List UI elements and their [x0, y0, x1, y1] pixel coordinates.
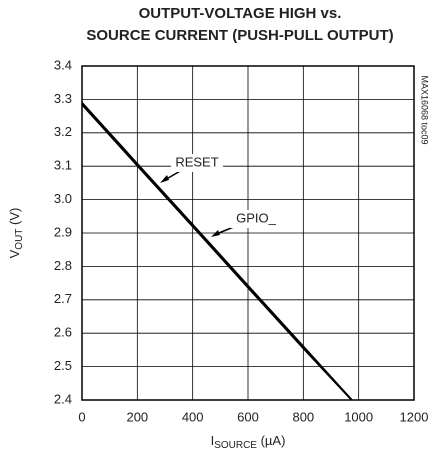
arrow-head	[160, 175, 169, 183]
y-tick-label: 2.5	[54, 358, 72, 373]
x-tick-label: 1000	[344, 409, 373, 424]
y-tick-label: 3.1	[54, 158, 72, 173]
y-label-part: (V)	[7, 208, 22, 229]
label-bg	[230, 210, 282, 228]
y-tick-label: 2.8	[54, 258, 72, 273]
label-bg	[171, 154, 223, 172]
y-tick-label: 3.2	[54, 124, 72, 139]
y-label-part: OUT	[14, 229, 25, 250]
x-tick-label: 1200	[400, 409, 429, 424]
y-tick-label: 3.0	[54, 191, 72, 206]
series-label: RESET	[175, 154, 218, 169]
series-label: GPIO_	[236, 210, 277, 225]
x-label-part: (µA)	[257, 433, 285, 448]
side-note: MAX16068 toc09	[420, 75, 430, 144]
x-tick-label: 400	[182, 409, 204, 424]
arrow-head	[211, 230, 220, 237]
y-tick-label: 3.4	[54, 57, 72, 72]
y-axis-label: VOUT (V)	[7, 208, 24, 259]
x-label-part: I	[211, 433, 215, 448]
x-axis-label: ISOURCE (µA)	[211, 433, 286, 450]
y-tick-label: 2.4	[54, 391, 72, 406]
y-tick-label: 2.9	[54, 224, 72, 239]
x-label-part: SOURCE	[214, 440, 257, 451]
x-tick-label: 0	[78, 409, 85, 424]
x-tick-label: 200	[126, 409, 148, 424]
y-label-part: V	[7, 249, 22, 258]
y-tick-label: 2.7	[54, 291, 72, 306]
y-tick-label: 3.3	[54, 91, 72, 106]
chart-title: OUTPUT-VOLTAGE HIGH vs.	[139, 5, 342, 22]
y-tick-label: 2.6	[54, 325, 72, 340]
series-line	[81, 103, 353, 401]
chart-title: SOURCE CURRENT (PUSH-PULL OUTPUT)	[86, 27, 393, 44]
x-tick-label: 800	[292, 409, 314, 424]
x-tick-label: 600	[237, 409, 259, 424]
